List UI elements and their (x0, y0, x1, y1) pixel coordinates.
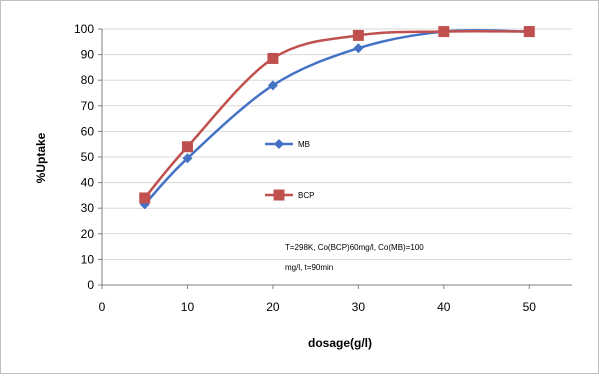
x-tick-label: 50 (523, 300, 537, 314)
legend-item-mb: MB (265, 139, 310, 149)
legend-label: BCP (298, 191, 314, 200)
series-mb-point (182, 153, 193, 164)
y-tick-label: 100 (74, 22, 94, 36)
y-tick-label: 80 (81, 73, 95, 87)
y-tick-label: 70 (81, 99, 95, 113)
legend-swatch-marker (273, 189, 285, 201)
y-tick-label: 30 (81, 201, 95, 215)
y-tick-label: 20 (81, 227, 95, 241)
y-axis-label: %Uptake (34, 132, 48, 183)
legend-item-bcp: BCP (265, 189, 314, 201)
series-bcp-point (139, 192, 151, 204)
series-bcp-point (267, 52, 279, 64)
series-bcp-point (352, 29, 364, 41)
annotation-line-2: mg/l, t=90min (285, 263, 333, 272)
y-tick-label: 40 (81, 176, 95, 190)
x-axis-label: dosage(g/l) (308, 336, 372, 350)
legend-label: MB (298, 140, 310, 149)
series-mb-point (267, 80, 278, 91)
y-tick-label: 90 (81, 48, 95, 62)
x-tick-label: 30 (352, 300, 366, 314)
x-tick-label: 0 (99, 300, 106, 314)
x-tick-label: 10 (181, 300, 195, 314)
y-tick-label: 60 (81, 124, 95, 138)
legend: MB BCP (265, 139, 314, 201)
y-tick-label: 0 (87, 278, 94, 292)
y-tick-label: 10 (81, 252, 95, 266)
series (139, 26, 535, 210)
series-mb-point (353, 43, 364, 54)
x-tick-label: 40 (437, 300, 451, 314)
series-bcp-point (523, 26, 535, 38)
series-bcp (139, 26, 535, 204)
annotation-line-1: T=298K, Co(BCP)60mg/l, Co(MB)=100 (285, 243, 424, 252)
series-bcp-point (438, 26, 450, 38)
axes: 0 10 20 30 40 50 60 70 80 90 100 0 10 20 30 40 50 (74, 22, 572, 314)
legend-swatch-marker (274, 139, 284, 149)
series-bcp-point (181, 141, 193, 153)
x-tick-label: 20 (266, 300, 280, 314)
y-tick-label: 50 (81, 150, 95, 164)
